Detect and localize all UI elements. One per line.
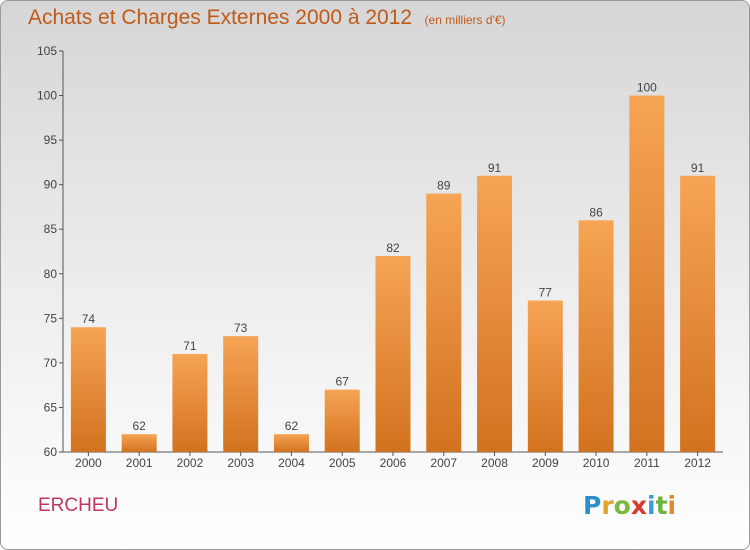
y-tick-label: 100 xyxy=(37,89,57,103)
bar-2006 xyxy=(375,255,411,452)
data-label-2004: 62 xyxy=(285,419,299,433)
data-label-2002: 71 xyxy=(183,339,197,353)
bar-2009 xyxy=(527,300,563,452)
y-tick-label: 85 xyxy=(44,222,58,236)
x-tick-label-2003: 2003 xyxy=(227,456,254,470)
data-label-2003: 73 xyxy=(234,321,248,335)
logo-letter: r xyxy=(601,491,614,520)
data-label-2010: 86 xyxy=(589,205,603,219)
y-tick-label: 90 xyxy=(44,178,58,192)
bar-2005 xyxy=(324,389,360,452)
data-label-2001: 62 xyxy=(132,419,146,433)
logo-letter: i xyxy=(647,491,656,520)
bar-2007 xyxy=(426,193,462,453)
bar-2008 xyxy=(477,175,513,452)
logo-letter: o xyxy=(613,491,631,520)
x-tick-label-2012: 2012 xyxy=(684,456,711,470)
y-tick-label: 80 xyxy=(44,267,58,281)
x-tick-label-2009: 2009 xyxy=(532,456,559,470)
proxiti-logo[interactable]: Proxiti xyxy=(583,491,676,520)
data-label-2011: 100 xyxy=(637,81,657,95)
data-label-2006: 82 xyxy=(386,241,400,255)
y-tick-label: 65 xyxy=(44,400,58,414)
bar-2001 xyxy=(121,434,157,452)
bar-2010 xyxy=(578,220,614,452)
bar-2004 xyxy=(273,434,309,452)
x-tick-label-2006: 2006 xyxy=(380,456,407,470)
x-tick-label-2008: 2008 xyxy=(481,456,508,470)
chart-subtitle: (en milliers d'€) xyxy=(424,13,506,27)
chart-title: Achats et Charges Externes 2000 à 2012 xyxy=(28,6,413,29)
y-tick-label: 75 xyxy=(44,311,58,325)
y-tick-label: 105 xyxy=(37,44,57,58)
bar-2011 xyxy=(629,95,665,453)
logo-letter: t xyxy=(655,491,668,520)
logo-letter: x xyxy=(630,491,647,520)
x-tick-label-2004: 2004 xyxy=(278,456,305,470)
data-label-2007: 89 xyxy=(437,179,451,193)
logo-letter: i xyxy=(667,491,677,520)
data-label-2005: 67 xyxy=(336,375,350,389)
data-label-2008: 91 xyxy=(488,161,502,175)
bar-2000 xyxy=(70,327,106,452)
y-tick-label: 70 xyxy=(44,356,58,370)
x-tick-label-2007: 2007 xyxy=(430,456,457,470)
y-tick-label: 95 xyxy=(44,133,58,147)
title-row: Achats et Charges Externes 2000 à 2012 (… xyxy=(28,6,506,30)
x-tick-label-2010: 2010 xyxy=(583,456,610,470)
data-label-2000: 74 xyxy=(82,312,96,326)
x-tick-label-2011: 2011 xyxy=(634,456,660,470)
data-label-2012: 91 xyxy=(691,161,705,175)
bar-2002 xyxy=(172,353,208,452)
commune-name: ERCHEU xyxy=(38,495,119,516)
x-tick-label-2002: 2002 xyxy=(177,456,204,470)
x-tick-label-2005: 2005 xyxy=(329,456,356,470)
bar-2012 xyxy=(680,175,716,452)
x-tick-label-2001: 2001 xyxy=(126,456,153,470)
bar-2003 xyxy=(223,336,259,452)
x-tick-label-2000: 2000 xyxy=(75,456,102,470)
y-tick-label: 60 xyxy=(44,445,58,459)
data-label-2009: 77 xyxy=(539,286,553,300)
logo-letter: P xyxy=(583,491,602,520)
